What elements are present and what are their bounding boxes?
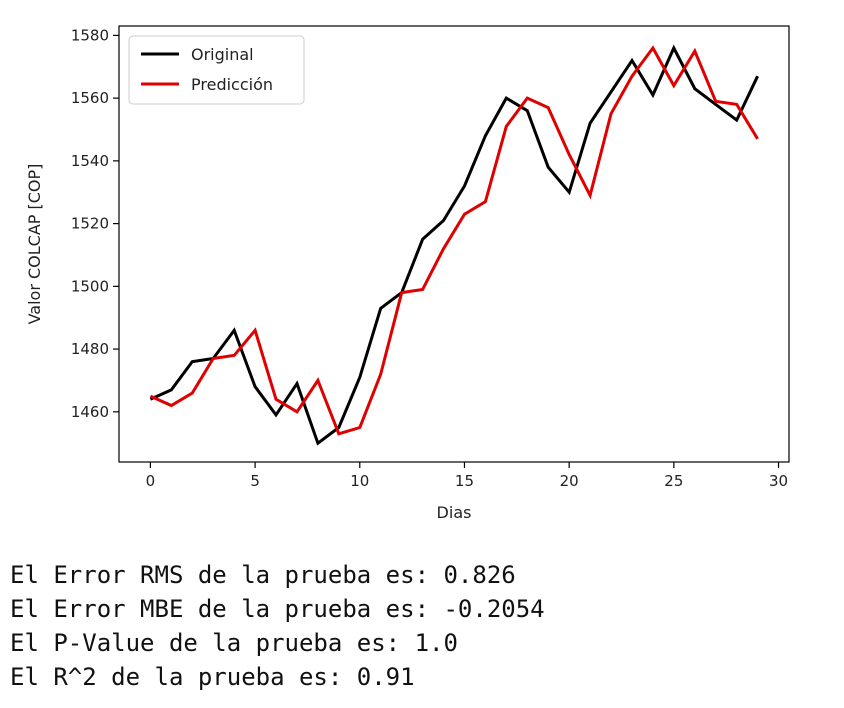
- x-axis-label: Dias: [437, 503, 472, 522]
- y-tick-label: 1580: [71, 26, 109, 44]
- legend: Original Predicción: [128, 35, 305, 105]
- x-tick-label: 20: [560, 472, 579, 490]
- legend-label: Original: [191, 45, 254, 64]
- y-axis-label: Valor COLCAP [COP]: [25, 164, 44, 325]
- legend-label: Predicción: [191, 75, 273, 94]
- x-tick-label: 10: [350, 472, 369, 490]
- y-tick-label: 1520: [71, 215, 109, 233]
- mbe-error-line: El Error MBE de la prueba es: -0.2054: [10, 595, 545, 623]
- y-tick-label: 1500: [71, 277, 109, 295]
- x-tick-label: 30: [769, 472, 788, 490]
- series-line-original: [149, 44, 759, 446]
- series-layer: [149, 44, 759, 446]
- rms-error-line: El Error RMS de la prueba es: 0.826: [10, 561, 516, 589]
- x-tick-label: 5: [250, 472, 260, 490]
- x-axis: 0 5 10 15 20 25 30: [146, 462, 788, 490]
- x-tick-label: 15: [455, 472, 474, 490]
- p-value-line: El P-Value de la prueba es: 1.0: [10, 629, 458, 657]
- y-axis: 1460 1480 1500 1520 1540 1560 1580: [71, 26, 119, 421]
- x-tick-label: 25: [664, 472, 683, 490]
- line-chart: 0 5 10 15 20 25 30 146014801500152015401560158…: [25, 25, 790, 522]
- r-squared-line: El R^2 de la prueba es: 0.91: [10, 663, 415, 691]
- output-text: El Error RMS de la prueba es: 0.826 El E…: [10, 558, 545, 694]
- y-tick-label: 1460: [71, 403, 109, 421]
- y-tick-label: 1480: [71, 340, 109, 358]
- series-line-prediccion: [149, 45, 759, 436]
- y-tick-label: 1560: [71, 89, 109, 107]
- y-tick-label: 1540: [71, 152, 109, 170]
- plot-frame: [118, 25, 790, 463]
- x-tick-label: 0: [146, 472, 156, 490]
